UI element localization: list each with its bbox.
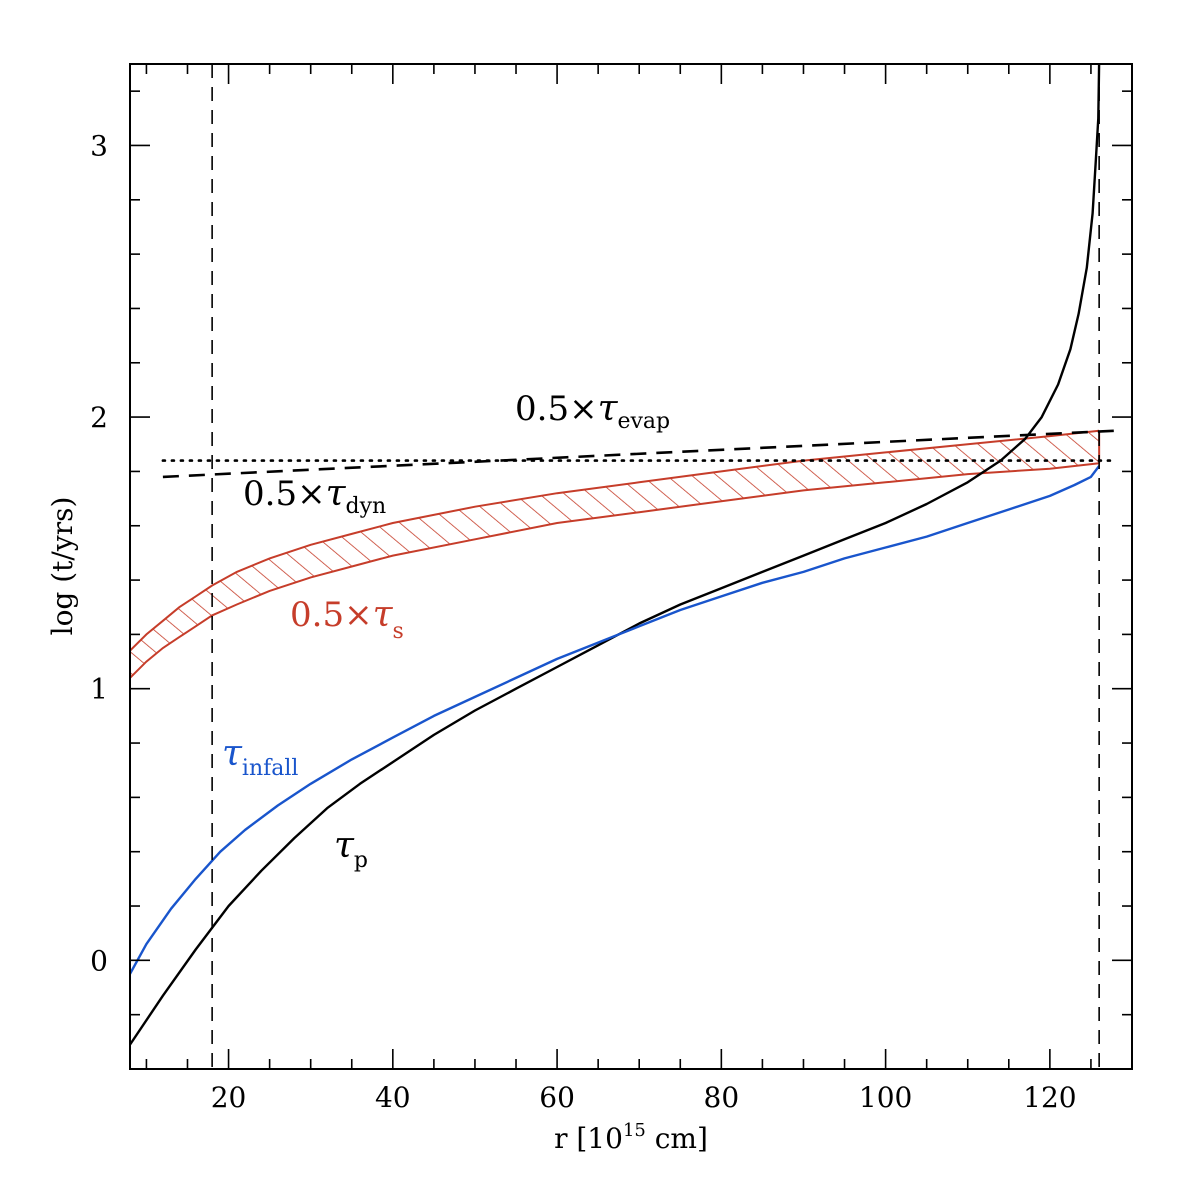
x-tick-label: 120 (1023, 1081, 1076, 1114)
y-tick-label: 3 (90, 129, 108, 162)
y-axis-label: log (t/yrs) (46, 497, 79, 636)
vline-layer (211, 64, 1100, 1069)
x-tick-label: 80 (704, 1081, 740, 1114)
annotation-tau-dyn: 0.5×τdyn (243, 473, 386, 519)
annotation-tau-p: τp (334, 825, 368, 873)
annotation-tau-evap: 0.5×τevap (515, 388, 670, 434)
series-tau-evap-0-5 (162, 429, 1116, 479)
x-tick-label: 60 (539, 1081, 575, 1114)
tau-s-band-upper (130, 429, 1100, 652)
tau-s-band-lower (130, 462, 1100, 679)
annotation-tau-s: 0.5×τs (290, 594, 404, 644)
x-axis-label: r [1015 cm] (554, 1120, 708, 1155)
x-tick-label: 20 (211, 1081, 247, 1114)
tick-layer (130, 64, 1133, 1070)
plot-frame (129, 63, 1133, 1070)
series-tau-infall (130, 465, 1101, 975)
annotation-tau-infall: τinfall (222, 733, 298, 781)
y-tick-label: 1 (90, 673, 108, 706)
series-tau-p (130, 64, 1101, 1046)
x-tick-label: 100 (859, 1081, 912, 1114)
tick-label-layer: 20 40 60 80 100 120 0 1 2 3 (90, 129, 1076, 1114)
tau-s-band-fill (130, 430, 1100, 678)
x-tick-label: 40 (375, 1081, 411, 1114)
y-tick-label: 0 (90, 944, 108, 977)
series-layer (130, 64, 1117, 1046)
tau-s-band-layer (130, 429, 1101, 679)
y-tick-label: 2 (90, 401, 108, 434)
